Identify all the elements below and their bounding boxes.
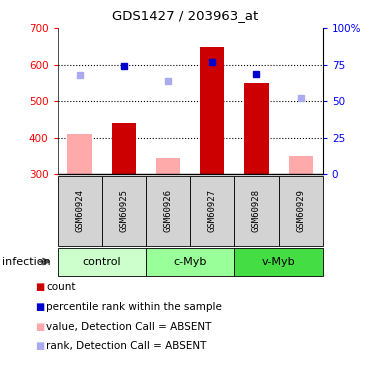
Text: GSM60928: GSM60928 (252, 189, 261, 232)
Bar (234, 176, 279, 246)
Bar (156, 158, 180, 174)
Text: GSM60929: GSM60929 (296, 189, 305, 232)
Text: percentile rank within the sample: percentile rank within the sample (46, 302, 222, 312)
Text: GSM60924: GSM60924 (75, 189, 84, 232)
Bar (200, 47, 224, 174)
Text: v-Myb: v-Myb (262, 256, 295, 267)
Bar (102, 176, 146, 246)
Bar (58, 248, 146, 276)
Text: ■: ■ (35, 322, 45, 332)
Bar (68, 134, 92, 174)
Bar (190, 176, 234, 246)
Text: infection: infection (2, 256, 50, 267)
Bar (234, 248, 323, 276)
Text: value, Detection Call = ABSENT: value, Detection Call = ABSENT (46, 322, 212, 332)
Text: c-Myb: c-Myb (174, 256, 207, 267)
Text: ■: ■ (35, 342, 45, 351)
Bar (146, 176, 190, 246)
Text: count: count (46, 282, 76, 292)
Text: GSM60925: GSM60925 (119, 189, 128, 232)
Bar (279, 176, 323, 246)
Text: control: control (82, 256, 121, 267)
Bar (146, 248, 234, 276)
Bar (289, 156, 313, 174)
Text: GDS1427 / 203963_at: GDS1427 / 203963_at (112, 9, 259, 22)
Text: ■: ■ (35, 302, 45, 312)
Text: GSM60926: GSM60926 (164, 189, 173, 232)
Text: GSM60927: GSM60927 (208, 189, 217, 232)
Text: rank, Detection Call = ABSENT: rank, Detection Call = ABSENT (46, 342, 207, 351)
Bar (58, 176, 102, 246)
Bar (112, 123, 136, 174)
Bar (244, 82, 269, 174)
Text: ■: ■ (35, 282, 45, 292)
